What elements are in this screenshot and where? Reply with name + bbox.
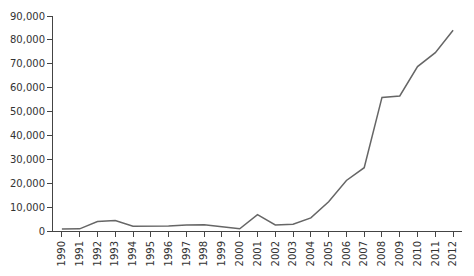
svg-text:1991: 1991 [74, 241, 85, 266]
svg-text:20,000: 20,000 [10, 178, 45, 189]
svg-text:1992: 1992 [92, 241, 103, 266]
svg-text:2004: 2004 [305, 241, 316, 266]
svg-text:0: 0 [39, 226, 45, 237]
svg-text:2000: 2000 [234, 241, 245, 266]
svg-text:10,000: 10,000 [10, 202, 45, 213]
svg-text:30,000: 30,000 [10, 154, 45, 165]
svg-text:2005: 2005 [323, 241, 334, 266]
svg-text:40,000: 40,000 [10, 130, 45, 141]
svg-text:80,000: 80,000 [10, 34, 45, 45]
svg-text:2012: 2012 [447, 241, 458, 266]
svg-text:1995: 1995 [145, 241, 156, 266]
svg-text:2011: 2011 [430, 241, 441, 266]
svg-text:1998: 1998 [198, 241, 209, 266]
svg-text:2006: 2006 [341, 241, 352, 266]
svg-text:90,000: 90,000 [10, 11, 45, 22]
svg-text:1999: 1999 [216, 241, 227, 266]
svg-text:70,000: 70,000 [10, 58, 45, 69]
svg-text:1990: 1990 [56, 241, 67, 266]
svg-text:1994: 1994 [127, 241, 138, 266]
svg-text:2010: 2010 [412, 241, 423, 266]
svg-text:2008: 2008 [376, 241, 387, 266]
svg-text:2002: 2002 [270, 241, 281, 266]
svg-text:60,000: 60,000 [10, 82, 45, 93]
svg-text:2003: 2003 [287, 241, 298, 266]
svg-text:2007: 2007 [358, 241, 369, 266]
svg-text:50,000: 50,000 [10, 106, 45, 117]
svg-text:2009: 2009 [394, 241, 405, 266]
svg-text:1997: 1997 [181, 241, 192, 266]
svg-text:1996: 1996 [163, 241, 174, 266]
svg-text:2001: 2001 [252, 241, 263, 266]
svg-text:1993: 1993 [109, 241, 120, 266]
